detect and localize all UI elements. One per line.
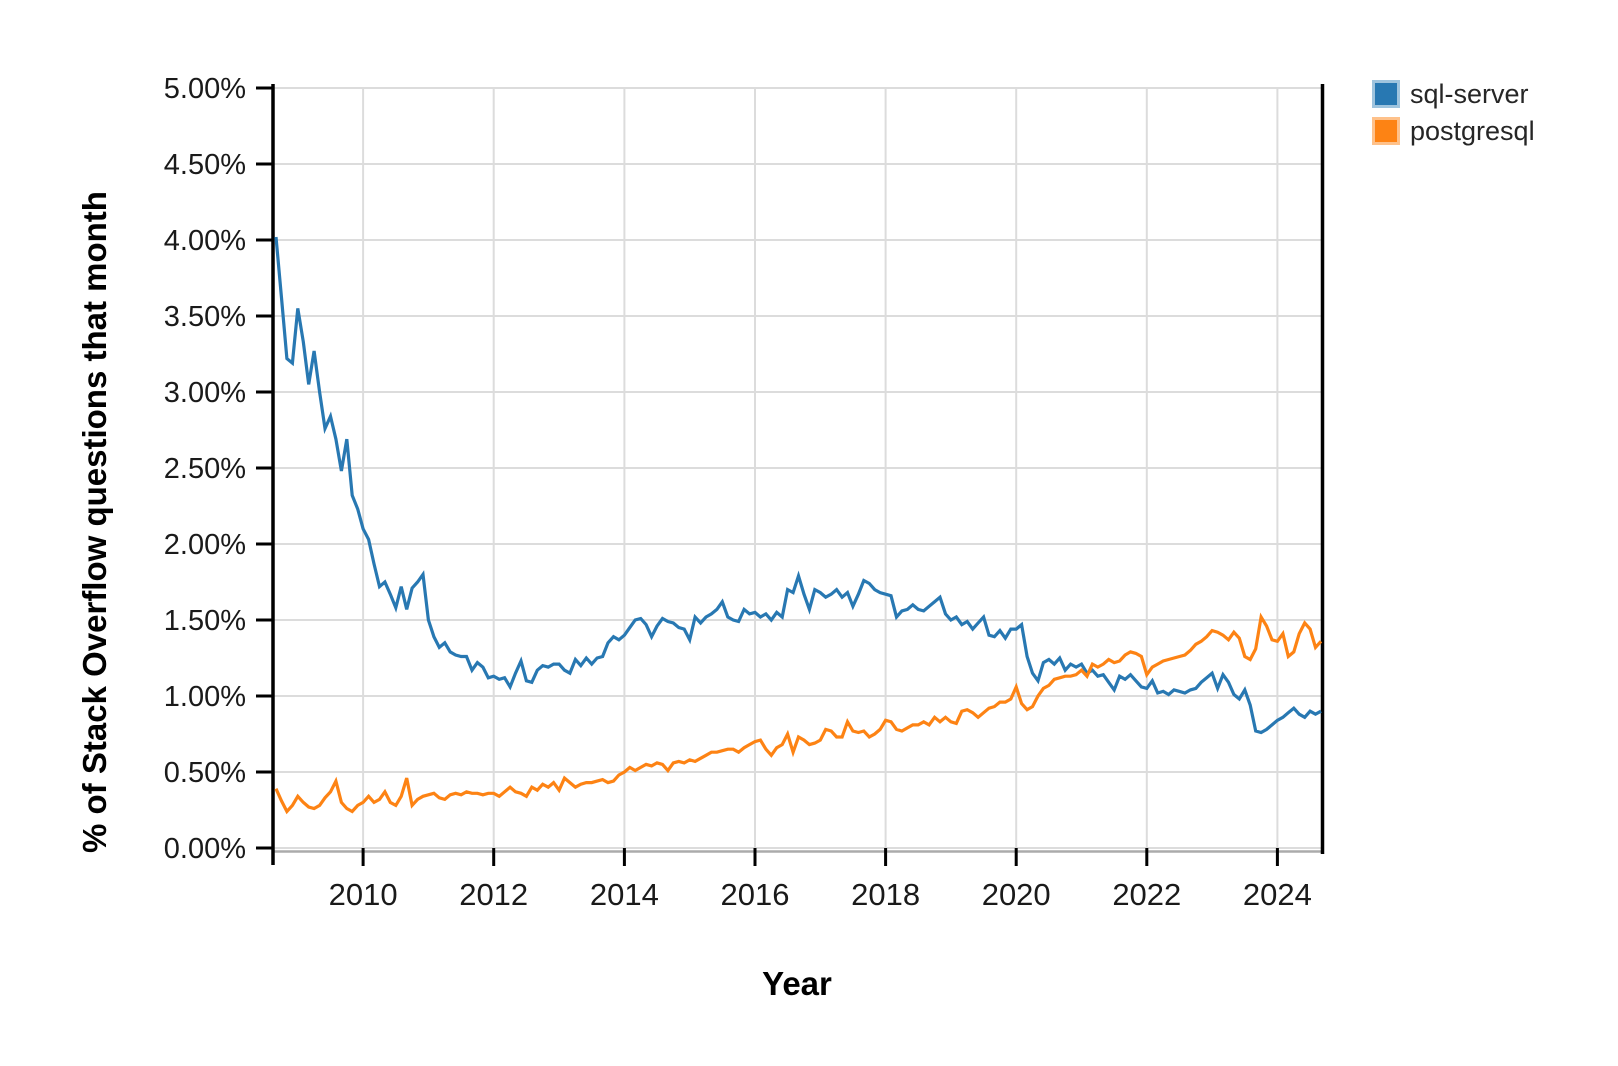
y-axis-tick-label: 1.50% — [164, 605, 246, 637]
legend: sql-server postgresql — [1372, 79, 1535, 155]
legend-item-sql-server: sql-server — [1372, 79, 1535, 109]
legend-swatch-postgresql — [1372, 117, 1400, 145]
y-axis-tick-label: 1.00% — [164, 681, 246, 713]
x-axis-tick-label: 2024 — [1243, 877, 1312, 912]
x-axis-tick-label: 2020 — [982, 877, 1051, 912]
y-axis-tick-label: 2.00% — [164, 529, 246, 561]
series-line-sql-server — [274, 236, 1322, 735]
y-axis-tick-label: 3.00% — [164, 377, 246, 409]
y-axis-tick-label: 0.00% — [164, 833, 246, 865]
x-axis-tick-label: 2010 — [329, 877, 398, 912]
y-axis-tick-label: 4.00% — [164, 225, 246, 257]
x-axis-tick-label: 2012 — [459, 877, 528, 912]
x-axis-tick-label: 2022 — [1112, 877, 1181, 912]
x-axis-tick-label: 2016 — [721, 877, 790, 912]
x-axis-title: Year — [762, 965, 832, 1002]
chart-layers: 0.00% 0.50% 1.00% 1.50% 2.00% 2.50% 3.00% 3.50%… — [164, 73, 1325, 912]
legend-item-postgresql: postgresql — [1372, 116, 1535, 146]
y-axis-tick-label: 5.00% — [164, 73, 246, 105]
y-axis-tick-label: 4.50% — [164, 149, 246, 181]
y-axis-tick-label: 0.50% — [164, 757, 246, 789]
y-axis-tick-label: 3.50% — [164, 301, 246, 333]
y-axis-tick-label: 2.50% — [164, 453, 246, 485]
legend-swatch-sql-server — [1372, 80, 1400, 108]
series-line-postgresql — [274, 612, 1323, 815]
x-axis-tick-label: 2018 — [851, 877, 920, 912]
legend-label-postgresql: postgresql — [1410, 116, 1535, 146]
x-axis-tick-label: 2014 — [590, 877, 659, 912]
legend-label-sql-server: sql-server — [1410, 79, 1529, 109]
y-axis-title: % of Stack Overflow questions that month — [76, 191, 113, 853]
